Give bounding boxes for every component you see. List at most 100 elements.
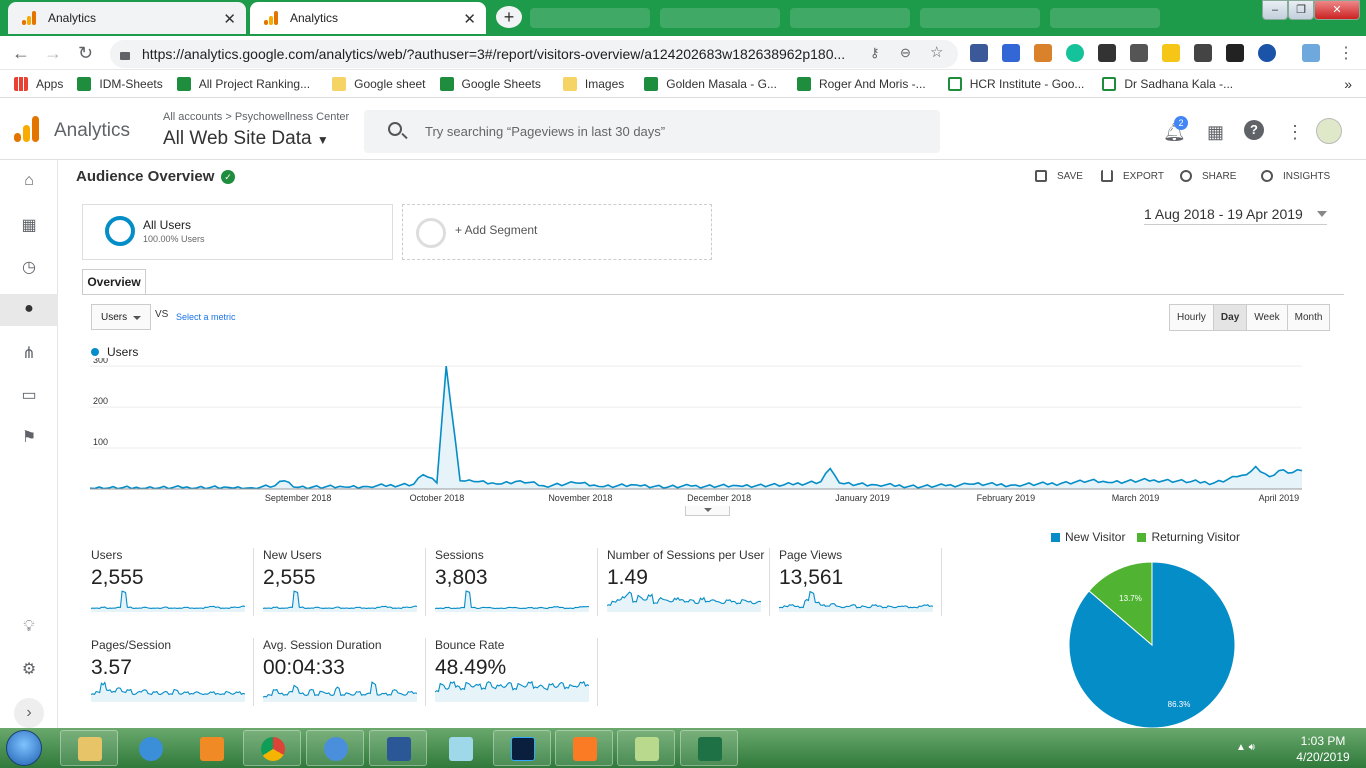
bookmark-item[interactable]: IDM-Sheets — [77, 76, 163, 91]
granularity-week[interactable]: Week — [1247, 305, 1288, 330]
background-tab[interactable] — [1050, 8, 1160, 28]
forward-arrow-icon[interactable]: → — [44, 43, 62, 63]
address-bar[interactable]: https://analytics.google.com/analytics/w… — [110, 40, 958, 68]
bookmark-star-icon[interactable]: ☆ — [930, 44, 944, 61]
more-vert-icon[interactable]: ⋮ — [1286, 122, 1304, 142]
bookmark-folder[interactable]: Google sheet — [332, 76, 426, 91]
account-breadcrumb[interactable]: All accounts > Psychowellness Center — [163, 111, 350, 123]
back-arrow-icon[interactable]: ← — [12, 43, 30, 63]
taskbar-chrome[interactable] — [243, 730, 301, 766]
tab-close-icon[interactable]: ✕ — [223, 11, 236, 28]
extension-icon[interactable] — [1302, 44, 1320, 62]
extension-icon[interactable] — [1258, 44, 1276, 62]
select-metric-link[interactable]: Select a metric — [176, 312, 236, 322]
granularity-hourly[interactable]: Hourly — [1170, 305, 1214, 330]
audience-person-icon[interactable]: ● — [24, 300, 34, 317]
conversions-flag-icon[interactable]: ⚑ — [21, 429, 37, 446]
users-line-chart[interactable]: 100 200 300 September 2018 October 2018 Novem… — [90, 358, 1306, 504]
minimize-button[interactable]: – — [1262, 0, 1288, 20]
collapse-chart-handle[interactable] — [685, 506, 730, 516]
help-icon[interactable]: ? — [1244, 120, 1264, 140]
metric-card-sessions-per-user[interactable]: Number of Sessions per User 1.49 — [607, 548, 770, 618]
avatar[interactable] — [1316, 118, 1342, 144]
system-clock[interactable]: 1:03 PM 4/20/2019 — [1288, 733, 1358, 765]
expand-chevron-icon[interactable]: › — [14, 698, 44, 728]
taskbar-word[interactable] — [369, 730, 427, 766]
key-icon[interactable]: ⚷ — [870, 45, 880, 60]
metric-card-pages-per-session[interactable]: Pages/Session 3.57 — [91, 638, 254, 708]
background-tab[interactable] — [660, 8, 780, 28]
legend-new-visitor[interactable]: New Visitor — [1051, 530, 1125, 544]
tray-volume-icon[interactable]: ▲ 🔊︎ — [1236, 742, 1255, 753]
metric-dropdown[interactable]: Users — [91, 304, 151, 330]
close-window-button[interactable]: ✕ — [1314, 0, 1360, 20]
taskbar-ie[interactable] — [121, 730, 179, 766]
more-bookmarks-button[interactable]: » — [1344, 75, 1352, 92]
bookmark-item[interactable]: HCR Institute - Goo... — [947, 76, 1084, 91]
taskbar-media[interactable] — [182, 730, 240, 766]
pie-slice-returning-visitor[interactable] — [1088, 561, 1153, 647]
taskbar-explorer[interactable] — [60, 730, 118, 766]
export-button[interactable]: EXPORT — [1101, 170, 1164, 182]
extension-icon[interactable] — [1194, 44, 1212, 62]
metric-card-page-views[interactable]: Page Views 13,561 — [779, 548, 942, 618]
taskbar-app[interactable] — [431, 730, 489, 766]
metric-card-avg-session-duration[interactable]: Avg. Session Duration 00:04:33 — [263, 638, 426, 708]
bookmark-folder[interactable]: Images — [562, 76, 624, 91]
url-text[interactable]: https://analytics.google.com/analytics/w… — [142, 46, 846, 62]
date-range-picker[interactable]: 1 Aug 2018 - 19 Apr 2019 — [1144, 206, 1327, 225]
bookmark-item[interactable]: Golden Masala - G... — [644, 76, 777, 91]
new-tab-button[interactable]: + — [496, 6, 522, 28]
legend-returning-visitor[interactable]: Returning Visitor — [1137, 530, 1240, 544]
search-bar[interactable]: Try searching “Pageviews in last 30 days… — [364, 110, 940, 153]
tab-analytics-2[interactable]: Analytics ✕ — [250, 2, 486, 34]
extension-icon[interactable] — [1162, 44, 1180, 62]
metric-card-new-users[interactable]: New Users 2,555 — [263, 548, 426, 618]
start-button[interactable] — [6, 730, 42, 766]
bookmark-apps[interactable]: Apps — [14, 76, 63, 91]
tab-analytics-1[interactable]: Analytics ✕ — [8, 2, 246, 34]
analytics-logo-icon[interactable] — [14, 116, 40, 142]
extension-icon[interactable] — [1034, 44, 1052, 62]
metric-card-bounce-rate[interactable]: Bounce Rate 48.49% — [435, 638, 598, 708]
extension-icon[interactable] — [1002, 44, 1020, 62]
zoom-icon[interactable]: ⊖ — [900, 45, 911, 60]
save-button[interactable]: SAVE — [1035, 170, 1083, 182]
bookmark-item[interactable]: Roger And Moris -... — [796, 76, 926, 91]
tab-overview[interactable]: Overview — [82, 269, 146, 295]
apps-grid-icon[interactable]: ▦ — [1207, 122, 1225, 142]
share-button[interactable]: SHARE — [1180, 170, 1236, 182]
admin-gear-icon[interactable]: ⚙ — [21, 661, 37, 678]
visitor-pie-chart[interactable]: 86.3% 13.7% — [1067, 560, 1237, 728]
app-name[interactable]: Analytics — [54, 120, 131, 141]
extension-icon[interactable] — [1130, 44, 1148, 62]
background-tab[interactable] — [530, 8, 650, 28]
grammarly-icon[interactable] — [1066, 44, 1084, 62]
realtime-clock-icon[interactable]: ◷ — [22, 259, 36, 276]
menu-dots-icon[interactable]: ⋮ — [1338, 45, 1354, 62]
granularity-month[interactable]: Month — [1287, 305, 1330, 330]
insights-button[interactable]: INSIGHTS — [1261, 170, 1330, 182]
metric-card-sessions[interactable]: Sessions 3,803 — [435, 548, 598, 618]
extension-icon[interactable] — [1098, 44, 1116, 62]
segment-all-users[interactable]: All Users 100.00% Users — [82, 204, 393, 260]
bookmark-item[interactable]: Dr Sadhana Kala -... — [1102, 76, 1233, 91]
add-segment-button[interactable]: + Add Segment — [402, 204, 712, 260]
background-tab[interactable] — [790, 8, 910, 28]
taskbar-notepad[interactable] — [617, 730, 675, 766]
users-series-line[interactable] — [90, 366, 1303, 490]
taskbar-excel[interactable] — [680, 730, 738, 766]
reload-icon[interactable]: ↻ — [78, 43, 94, 63]
background-tab[interactable] — [920, 8, 1040, 28]
extension-icon[interactable] — [970, 44, 988, 62]
bookmark-item[interactable]: Google Sheets — [439, 76, 541, 91]
view-selector[interactable]: All Web Site Data ▼ — [163, 128, 329, 150]
restore-button[interactable]: ❐ — [1288, 0, 1314, 20]
taskbar-chrome-2[interactable] — [306, 730, 364, 766]
granularity-day[interactable]: Day — [1213, 305, 1248, 330]
extension-icon[interactable] — [1226, 44, 1244, 62]
tab-close-icon[interactable]: ✕ — [463, 11, 476, 28]
taskbar-xampp[interactable] — [555, 730, 613, 766]
home-icon[interactable]: ⌂ — [24, 172, 34, 189]
behavior-icon[interactable]: ▭ — [21, 387, 37, 404]
